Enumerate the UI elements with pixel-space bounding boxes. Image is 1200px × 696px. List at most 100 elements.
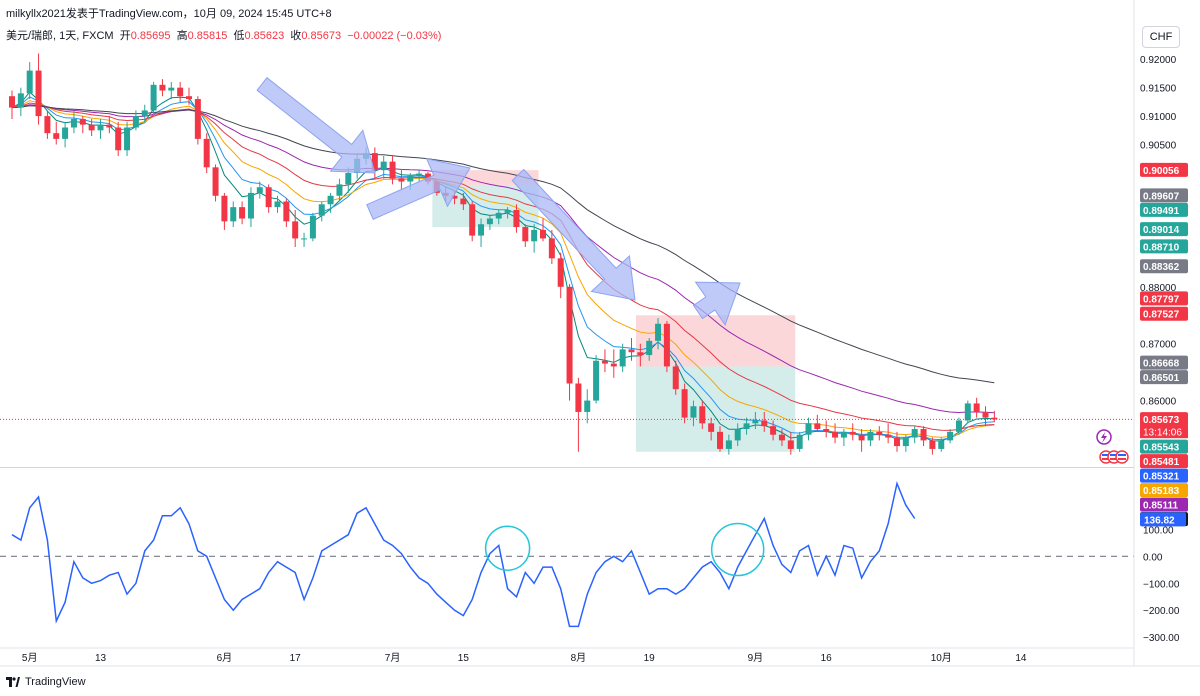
candle-body (619, 349, 626, 367)
candle-body (469, 204, 476, 236)
candle-body (247, 192, 254, 219)
candle-body (265, 187, 272, 208)
trend-arrow-4 (692, 281, 741, 326)
close-label: 收 (290, 30, 302, 42)
candle-body (256, 187, 263, 193)
candle-body (380, 161, 387, 171)
candle-body (610, 363, 617, 367)
candle-body (778, 434, 785, 441)
time-tick-label: 16 (821, 653, 833, 664)
candle-body (894, 437, 900, 447)
price-label-bg (1140, 291, 1188, 306)
candle-body (761, 420, 768, 427)
candle-body (239, 207, 246, 219)
candle-body (283, 201, 290, 222)
price-label: 0.90056 (1143, 166, 1180, 177)
candle-body (70, 118, 77, 128)
price-label-bg (1140, 355, 1188, 370)
cci-tick-label: −300.00 (1143, 633, 1180, 644)
candle-body (292, 221, 299, 239)
candle-body (752, 420, 759, 424)
price-label-bg (1140, 468, 1188, 483)
candle-body (708, 423, 715, 432)
cci-tick-label: −100.00 (1143, 579, 1180, 590)
candle-body (672, 366, 679, 390)
candle-body (221, 195, 228, 222)
candle-body (717, 431, 723, 449)
candle-body (531, 229, 538, 242)
ma-line-21 (11, 102, 995, 431)
candle-body (663, 323, 670, 367)
candle-body (867, 431, 874, 441)
cci-tick-label: −200.00 (1143, 606, 1180, 617)
price-label: 0.85321 (1143, 472, 1180, 483)
price-tick-label: 0.91000 (1140, 112, 1177, 123)
ma-line-55 (11, 105, 995, 384)
candle-body (416, 173, 423, 176)
price-label-bg (1140, 483, 1188, 498)
price-label-bg (1140, 370, 1188, 385)
price-tick-label: 0.92000 (1140, 55, 1177, 66)
countdown-bg (1140, 425, 1188, 439)
currency-button[interactable]: CHF (1142, 26, 1180, 48)
candle-body (566, 286, 573, 384)
candle-body (194, 99, 201, 139)
candle-body (885, 434, 892, 438)
trend-arrow-1 (256, 76, 376, 174)
candle-body (655, 323, 662, 341)
price-label-bg (1140, 306, 1188, 321)
candle-body (301, 238, 308, 240)
price-label: 0.89014 (1143, 225, 1180, 236)
price-label: 0.86668 (1143, 359, 1180, 370)
price-tick-label: 0.91500 (1140, 84, 1177, 95)
candle-body (79, 118, 86, 125)
price-label: 0.86501 (1143, 373, 1180, 384)
flag-icon-3 (1115, 450, 1129, 464)
price-label-bg (1140, 202, 1188, 217)
candle-body (540, 229, 546, 239)
time-tick-label: 13 (95, 653, 107, 664)
candle-body (584, 400, 591, 412)
candle-body (35, 70, 42, 117)
low-value: 0.85623 (244, 30, 285, 42)
price-label-bg (1140, 412, 1188, 427)
candle-body (637, 352, 644, 356)
time-tick-label: 9月 (748, 652, 764, 664)
candle-body (743, 423, 750, 430)
time-tick-label: 8月 (571, 652, 587, 664)
candle-body (9, 96, 15, 108)
cci-tick-label: 0.00 (1143, 552, 1163, 563)
footer-brand: TradingView (25, 676, 86, 688)
candle-body (26, 70, 33, 94)
candle-body (973, 403, 980, 412)
candle-body (150, 84, 157, 111)
candle-body (522, 227, 529, 242)
candle-body (955, 420, 962, 432)
symbol-legend[interactable]: 美元/瑞郎, 1天, FXCM (6, 30, 114, 42)
candle-body (203, 138, 210, 168)
price-label: 0.88362 (1143, 262, 1180, 273)
candle-body (982, 411, 989, 418)
candle-body (513, 209, 520, 228)
time-tick-label: 5月 (22, 652, 38, 664)
candle-body (398, 178, 405, 182)
ohlc-legend: 美元/瑞郎, 1天, FXCM 开0.85695 高0.85815 低0.856… (6, 27, 441, 43)
candle-body (876, 431, 883, 435)
price-tick-label: 0.88000 (1140, 283, 1177, 294)
countdown-label: 13:14:06 (1143, 428, 1182, 439)
candle-body (62, 127, 69, 139)
candle-body (230, 207, 237, 222)
candle-body (159, 84, 166, 91)
ma-line-8 (11, 96, 995, 441)
price-label-bg (1140, 497, 1188, 512)
candle-body (168, 87, 175, 91)
candle-body (132, 116, 139, 128)
low-label: 低 (233, 30, 245, 42)
price-label-bg (1140, 239, 1188, 254)
candle-body (947, 431, 954, 441)
candle-body (371, 153, 378, 171)
candle-body (53, 133, 60, 139)
change-value: −0.00022 (−0.03%) (347, 30, 442, 42)
candle-body (274, 201, 281, 208)
